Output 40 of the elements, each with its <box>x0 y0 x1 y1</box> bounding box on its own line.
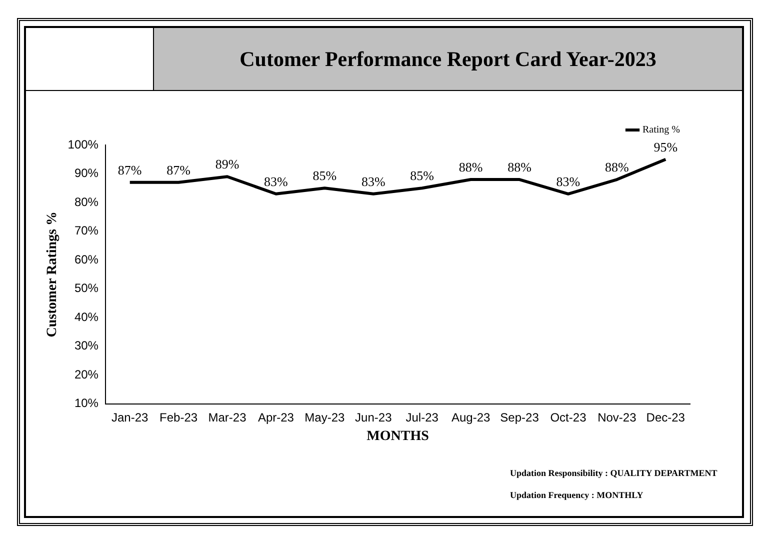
x-tick-label: Mar-23 <box>208 410 247 424</box>
x-tick-label: Aug-23 <box>451 410 490 424</box>
y-tick-label: 60% <box>74 252 99 266</box>
y-tick-label: 90% <box>74 166 99 180</box>
x-tick-label: Jan-23 <box>111 410 149 424</box>
x-tick-label: Dec-23 <box>646 410 686 424</box>
y-tick-label: 40% <box>74 310 99 324</box>
x-tick-label: Jun-23 <box>355 410 392 424</box>
x-tick-label: Jul-23 <box>406 410 439 424</box>
data-label: 88% <box>458 159 483 174</box>
chart-title: Cutomer Performance Report Card Year-2023 <box>153 28 742 91</box>
data-label: 89% <box>215 156 240 172</box>
x-tick-label: Nov-23 <box>598 410 637 424</box>
y-tick-label: 50% <box>74 281 99 296</box>
text: Updation Responsibility : QUALITY DEPARTMENT <box>510 468 718 478</box>
data-label: 95% <box>654 139 678 154</box>
x-tick-label: Feb-23 <box>160 410 198 424</box>
data-label: 88% <box>605 159 630 174</box>
y-axis-title: Customer Ratings % <box>45 212 60 338</box>
data-label: 85% <box>312 168 337 184</box>
y-tick-label: 70% <box>74 224 99 238</box>
y-tick-label: 10% <box>74 396 99 410</box>
y-tick-label: 30% <box>74 338 99 353</box>
y-tick-label: 100% <box>68 137 99 152</box>
x-tick-label: Apr-23 <box>258 410 294 424</box>
data-label: 83% <box>264 174 288 189</box>
x-tick-label: May-23 <box>304 410 346 424</box>
y-tick-label: 20% <box>74 367 99 382</box>
data-label: 88% <box>508 159 532 174</box>
text: Updation Frequency : MONTHLY <box>510 490 644 500</box>
data-label: 83% <box>556 174 580 189</box>
legend-label: Rating % <box>642 124 680 136</box>
x-axis-title: MONTHS <box>366 429 430 444</box>
data-label: 87% <box>166 162 191 178</box>
x-tick-label: Oct-23 <box>550 410 587 424</box>
data-label: 87% <box>118 162 142 178</box>
y-tick-label: 80% <box>74 194 99 209</box>
data-label: 83% <box>361 174 386 189</box>
data-label: 85% <box>410 168 434 184</box>
x-tick-label: Sep-23 <box>500 410 540 424</box>
